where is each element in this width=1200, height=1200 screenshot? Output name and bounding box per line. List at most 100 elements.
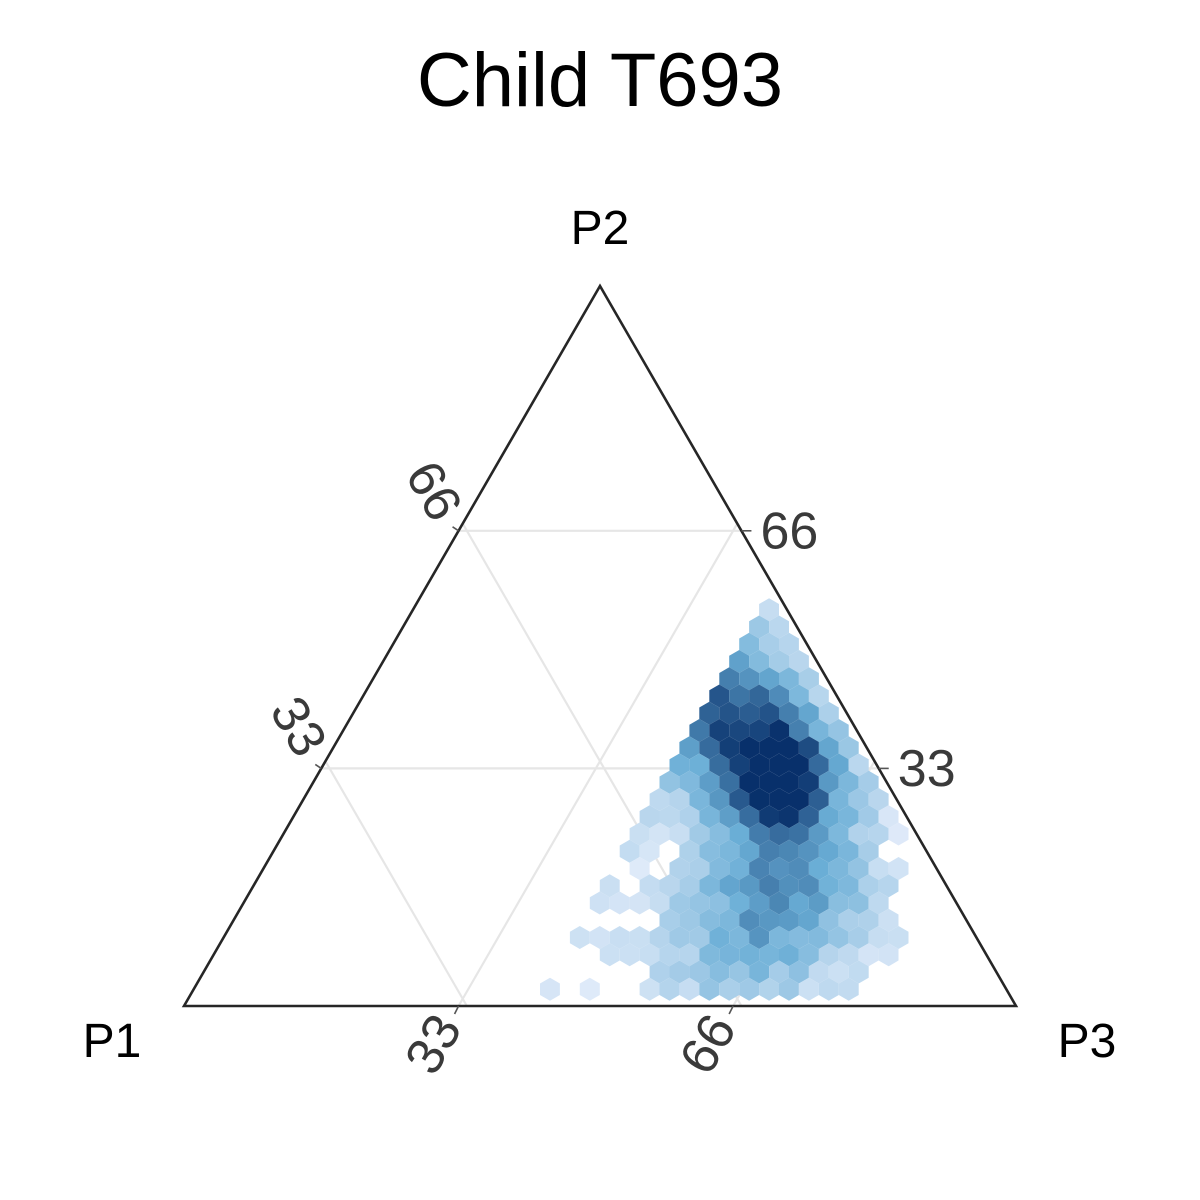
hex-bin	[689, 926, 710, 949]
hex-bin	[709, 822, 730, 846]
hex-bin	[699, 874, 720, 898]
tick-label-left-66: 66	[394, 452, 473, 531]
hex-bin	[719, 805, 740, 829]
hex-bin	[798, 770, 819, 794]
hex-bin	[679, 977, 700, 1001]
hex-bin	[878, 943, 899, 967]
hex-bin	[589, 891, 610, 915]
hex-bin	[888, 857, 909, 880]
hex-bin	[828, 960, 849, 984]
hex-bin	[659, 770, 680, 794]
hex-bin	[709, 857, 730, 880]
hex-bin	[629, 891, 650, 915]
hex-bin	[838, 805, 859, 829]
hex-bin	[669, 788, 690, 811]
hex-bin	[659, 874, 680, 898]
hex-bin	[808, 960, 829, 984]
hex-bin	[749, 615, 770, 639]
hex-bin	[798, 805, 819, 829]
hex-bin	[729, 891, 750, 915]
hex-bin	[808, 753, 829, 777]
hex-bin	[769, 822, 789, 846]
hex-bin	[838, 736, 859, 760]
hex-bin	[689, 960, 710, 984]
hex-bin	[639, 943, 660, 967]
hex-bin	[789, 719, 809, 742]
hex-bin	[579, 977, 600, 1001]
hex-bin	[699, 770, 720, 794]
hex-bin	[709, 788, 730, 811]
hex-bin	[769, 684, 789, 708]
hex-bin	[619, 839, 640, 863]
hex-bin	[729, 926, 750, 949]
hex-bin	[808, 719, 829, 742]
hex-bin	[848, 753, 869, 777]
hex-bin	[709, 684, 730, 708]
hex-bin	[749, 822, 770, 846]
hex-bin	[719, 874, 740, 898]
hex-bin	[779, 805, 799, 829]
hex-bin	[798, 667, 819, 691]
hex-bin	[649, 822, 670, 846]
hex-bin	[739, 770, 760, 794]
hex-bin	[868, 926, 889, 949]
hex-bin	[749, 926, 770, 949]
hex-bin	[719, 667, 740, 691]
hex-bin	[679, 839, 700, 863]
hex-bin	[739, 667, 760, 691]
hex-bin	[709, 960, 730, 984]
hex-bin	[848, 822, 869, 846]
hex-bin	[769, 788, 789, 811]
hex-bin	[798, 839, 819, 863]
hex-bin	[749, 650, 770, 673]
hex-bin	[739, 943, 760, 967]
hex-bin	[679, 874, 700, 898]
hex-bin	[749, 857, 770, 880]
hex-bin	[759, 943, 779, 967]
hex-bin	[818, 770, 839, 794]
hex-bin	[689, 788, 710, 811]
hex-bin	[659, 805, 680, 829]
hex-bin	[818, 805, 839, 829]
tick-label-bottom-33: 33	[394, 1005, 473, 1084]
grid-line-p3-33	[457, 523, 739, 1007]
hex-bin	[719, 977, 740, 1001]
hex-bin	[729, 684, 750, 708]
hex-bin	[759, 805, 779, 829]
hex-bin	[649, 788, 670, 811]
vertex-label-p3: P3	[1058, 1015, 1117, 1068]
hex-bin	[699, 701, 720, 725]
hex-bin	[729, 857, 750, 880]
hex-bin	[828, 822, 849, 846]
hex-bin	[858, 839, 879, 863]
hex-bin	[838, 770, 859, 794]
hex-bin	[828, 753, 849, 777]
hex-bin	[868, 788, 889, 811]
hex-bin	[639, 977, 660, 1001]
hex-bin	[699, 977, 720, 1001]
vertex-label-p2: P2	[571, 202, 630, 255]
hex-bin	[759, 667, 779, 691]
hex-bin	[629, 857, 650, 880]
tick-mark	[314, 763, 322, 770]
hex-bin	[769, 891, 789, 915]
hex-bin	[699, 805, 720, 829]
hex-bin	[858, 943, 879, 967]
hex-bin	[669, 857, 690, 880]
hex-bin	[659, 908, 680, 932]
hex-bin	[789, 857, 809, 880]
tick-label-right-66: 66	[761, 503, 819, 561]
hex-bin	[719, 943, 740, 967]
hex-bin	[739, 977, 760, 1001]
hex-bin	[679, 770, 700, 794]
hex-bin	[639, 874, 660, 898]
hex-bin	[848, 788, 869, 811]
hex-bin	[759, 598, 779, 622]
hex-bin	[779, 632, 799, 656]
hex-bin	[769, 960, 789, 984]
hex-bin	[789, 891, 809, 915]
hex-bin	[789, 788, 809, 811]
hex-bin	[739, 805, 760, 829]
hex-bin	[609, 926, 630, 949]
vertex-label-p1: P1	[83, 1015, 142, 1068]
